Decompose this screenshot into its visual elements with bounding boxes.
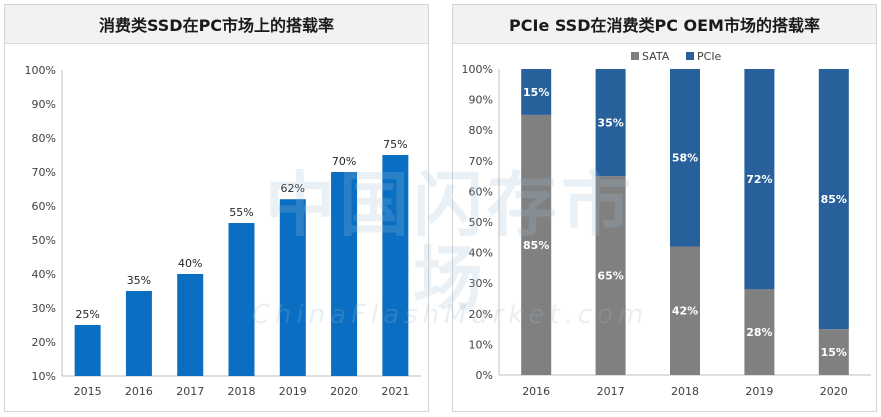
bar-segment bbox=[595, 69, 626, 177]
bar-segment bbox=[818, 329, 849, 375]
left-chart-panel: 消费类SSD在PC市场上的搭载率 10% 20% 30% 40% 50% 60% 70% 80… bbox=[4, 4, 429, 412]
segment-value-label: 15% bbox=[821, 346, 847, 359]
segment-value-label: 28% bbox=[746, 326, 772, 339]
y-tick-label: 100% bbox=[25, 64, 56, 77]
left-bar-chart: 10% 20% 30% 40% 50% 60% 70% 80% 90% 100% 25% 2015 35… bbox=[25, 64, 421, 398]
bar-value-label: 55% bbox=[229, 206, 253, 219]
right-chart-panel: PCIe SSD在消费类PC OEM市场的搭载率 0% 10% 20% 30% 40% 5… bbox=[452, 4, 877, 412]
x-tick-label: 2019 bbox=[279, 385, 307, 398]
legend-swatch bbox=[631, 52, 639, 60]
x-tick-label: 2017 bbox=[176, 385, 204, 398]
segment-value-label: 85% bbox=[523, 239, 549, 252]
x-tick-label: 2016 bbox=[522, 385, 550, 398]
bar-value-label: 70% bbox=[332, 155, 356, 168]
bar bbox=[177, 274, 204, 376]
y-tick-label: 50% bbox=[32, 234, 56, 247]
y-tick-label: 60% bbox=[469, 185, 493, 198]
bar bbox=[331, 172, 358, 376]
y-tick-label: 10% bbox=[32, 370, 56, 383]
y-tick-label: 30% bbox=[32, 302, 56, 315]
y-tick-label: 40% bbox=[469, 247, 493, 260]
y-tick-label: 30% bbox=[469, 277, 493, 290]
bar-value-label: 62% bbox=[281, 182, 305, 195]
x-tick-label: 2020 bbox=[820, 385, 848, 398]
y-tick-label: 70% bbox=[469, 155, 493, 168]
bar-value-label: 25% bbox=[75, 308, 99, 321]
y-tick-label: 20% bbox=[469, 308, 493, 321]
bar-value-label: 35% bbox=[127, 274, 151, 287]
y-tick-label: 60% bbox=[32, 200, 56, 213]
y-tick-label: 50% bbox=[469, 216, 493, 229]
bar bbox=[74, 325, 101, 376]
bar-segment bbox=[521, 69, 552, 115]
y-tick-label: 10% bbox=[469, 338, 493, 351]
segment-value-label: 35% bbox=[597, 117, 623, 130]
bar-segment bbox=[818, 69, 849, 330]
x-tick-label: 2016 bbox=[125, 385, 153, 398]
legend-swatch bbox=[686, 52, 694, 60]
x-tick-label: 2018 bbox=[671, 385, 699, 398]
left-chart-title: 消费类SSD在PC市场上的搭载率 bbox=[5, 5, 428, 44]
legend-label: SATA bbox=[642, 50, 670, 63]
x-tick-label: 2018 bbox=[228, 385, 256, 398]
bar bbox=[382, 155, 409, 376]
x-tick-label: 2020 bbox=[330, 385, 358, 398]
segment-value-label: 15% bbox=[523, 86, 549, 99]
legend-label: PCIe bbox=[697, 50, 722, 63]
y-tick-label: 70% bbox=[32, 166, 56, 179]
segment-value-label: 42% bbox=[672, 305, 698, 318]
bar bbox=[228, 223, 255, 376]
right-chart-title: PCIe SSD在消费类PC OEM市场的搭载率 bbox=[453, 5, 876, 44]
y-tick-label: 80% bbox=[469, 124, 493, 137]
bar-segment bbox=[670, 69, 700, 247]
bar bbox=[125, 291, 152, 376]
bar-segment bbox=[744, 289, 775, 375]
segment-value-label: 85% bbox=[821, 193, 847, 206]
bar-segment bbox=[670, 246, 700, 375]
x-tick-label: 2017 bbox=[597, 385, 625, 398]
segment-value-label: 65% bbox=[597, 270, 623, 283]
y-tick-label: 0% bbox=[476, 369, 493, 382]
y-tick-label: 100% bbox=[462, 63, 493, 76]
x-tick-label: 2021 bbox=[381, 385, 409, 398]
bar-value-label: 75% bbox=[383, 138, 407, 151]
y-tick-label: 90% bbox=[32, 98, 56, 111]
x-tick-label: 2019 bbox=[745, 385, 773, 398]
y-tick-label: 80% bbox=[32, 132, 56, 145]
bar-segment bbox=[744, 69, 775, 290]
segment-value-label: 72% bbox=[746, 173, 772, 186]
bar-segment bbox=[595, 176, 626, 375]
x-tick-label: 2015 bbox=[74, 385, 102, 398]
bar-segment bbox=[521, 114, 552, 376]
right-stacked-bar-chart: 0% 10% 20% 30% 40% 50% 60% 70% 80% 90% 100% SATA PCI… bbox=[462, 50, 871, 398]
y-tick-label: 40% bbox=[32, 268, 56, 281]
bar bbox=[279, 199, 306, 376]
y-tick-label: 90% bbox=[469, 94, 493, 107]
segment-value-label: 58% bbox=[672, 152, 698, 165]
bar-value-label: 40% bbox=[178, 257, 202, 270]
y-tick-label: 20% bbox=[32, 336, 56, 349]
